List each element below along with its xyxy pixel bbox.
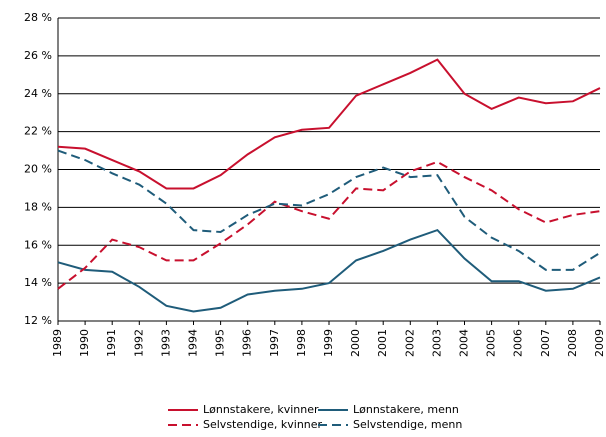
legend-label: Lønnstakere, menn	[353, 403, 459, 416]
series-line	[57, 149, 601, 271]
x-tick-label: 2007	[539, 329, 552, 357]
series-line	[57, 58, 601, 190]
series-line	[57, 160, 601, 290]
y-tick-label: 16 %	[24, 238, 52, 251]
x-tick-label: 2009	[593, 329, 606, 357]
x-tick-label: 1993	[159, 329, 172, 357]
x-tick-label: 2002	[403, 329, 416, 357]
legend-label: Selvstendige, menn	[353, 418, 462, 431]
y-tick-label: 20 %	[24, 163, 52, 176]
y-tick-label: 28 %	[24, 11, 52, 24]
legend-label: Lønnstakere, kvinner	[203, 403, 319, 416]
x-tick-label: 2000	[349, 329, 362, 357]
y-tick-label: 18 %	[24, 200, 52, 213]
x-tick-label: 2008	[566, 329, 579, 357]
y-tick-label: 14 %	[24, 276, 52, 289]
y-tick-label: 24 %	[24, 87, 52, 100]
x-tick-label: 1996	[241, 329, 254, 357]
x-tick-label: 1999	[322, 329, 335, 357]
legend-label: Selvstendige, kvinner	[203, 418, 323, 431]
x-tick-label: 1989	[51, 329, 64, 357]
x-tick-label: 1990	[78, 329, 91, 357]
x-tick-label: 1994	[187, 329, 200, 357]
x-tick-label: 1991	[105, 329, 118, 357]
series-line	[57, 228, 601, 313]
x-tick-label: 1995	[214, 329, 227, 357]
x-tick-label: 2003	[430, 329, 443, 357]
x-tick-label: 2006	[512, 329, 525, 357]
y-tick-label: 12 %	[24, 314, 52, 327]
x-tick-label: 1998	[295, 329, 308, 357]
x-tick-label: 1992	[132, 329, 145, 357]
x-tick-label: 2005	[485, 329, 498, 357]
y-tick-label: 22 %	[24, 125, 52, 138]
x-tick-label: 2001	[376, 329, 389, 357]
x-tick-label: 1997	[268, 329, 281, 357]
x-tick-label: 2004	[458, 329, 471, 357]
y-tick-label: 26 %	[24, 49, 52, 62]
